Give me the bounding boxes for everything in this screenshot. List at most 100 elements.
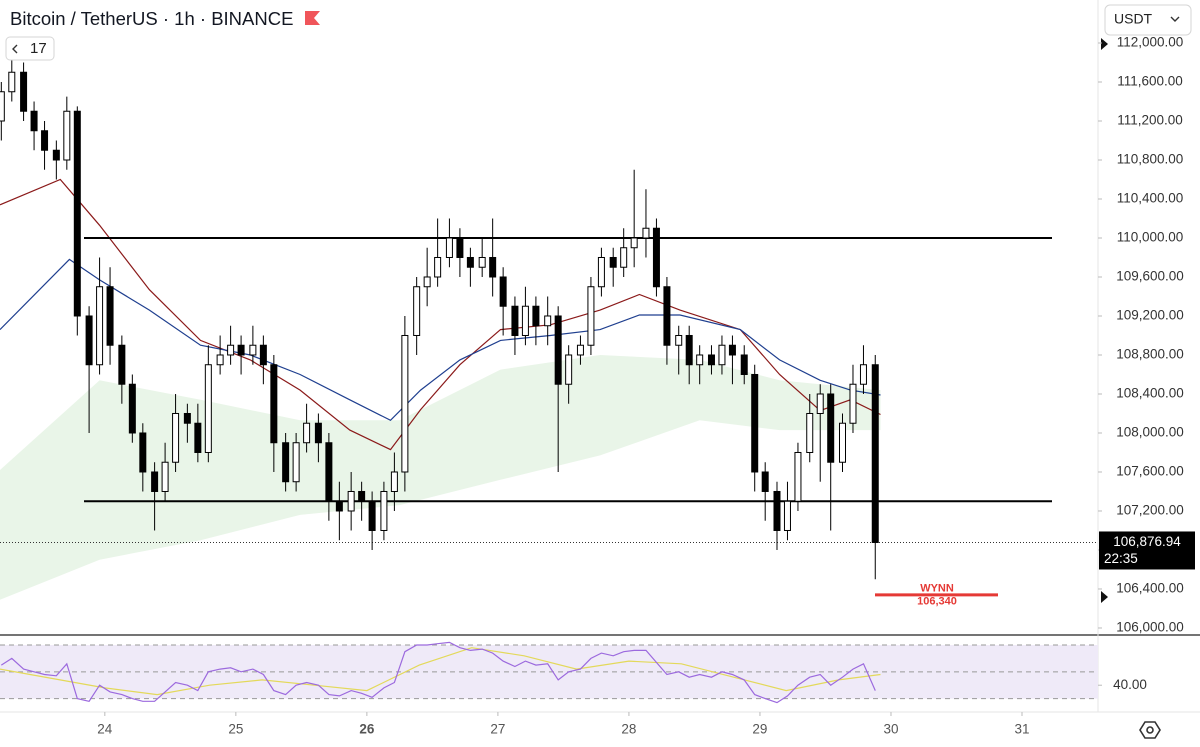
candle-body <box>696 354 704 366</box>
x-tick-label: 31 <box>1014 722 1029 737</box>
candle-body <box>292 442 300 483</box>
y-tick-label: 110,400.00 <box>1117 191 1184 206</box>
main-layer <box>0 57 1098 580</box>
candle-body <box>30 110 38 132</box>
indicator-count: 17 <box>30 40 47 57</box>
symbol-title: Bitcoin / TetherUS · 1h · BINANCE <box>10 8 293 29</box>
candle-body <box>544 315 552 327</box>
rsi-tick-label: 40.00 <box>1113 677 1147 692</box>
candle-body <box>73 110 81 317</box>
candle-body <box>675 334 683 346</box>
x-tick-label: 29 <box>752 722 767 737</box>
candle-body <box>642 227 650 239</box>
candle-body <box>368 500 376 531</box>
candle-body <box>259 344 267 366</box>
candle-body <box>270 364 278 444</box>
x-tick-label: 26 <box>359 722 375 737</box>
candle-body <box>816 393 824 414</box>
rsi-line <box>0 641 876 704</box>
candle-body <box>347 490 355 512</box>
candle-body <box>707 354 715 366</box>
candle-body <box>8 71 16 93</box>
candle-body <box>630 237 638 249</box>
y-tick-label: 110,000.00 <box>1117 230 1184 245</box>
candle-body <box>445 237 453 258</box>
y-tick-label: 107,200.00 <box>1116 503 1184 518</box>
candle-body <box>413 286 421 336</box>
candle-body <box>466 256 474 268</box>
band-layer <box>0 355 881 600</box>
last-price-box <box>1099 531 1195 570</box>
candle-body <box>489 256 497 278</box>
indicator-badge[interactable]: 17 <box>5 36 55 61</box>
candle-body <box>761 471 769 492</box>
candle-body <box>106 286 114 346</box>
candle-body <box>663 286 671 346</box>
candle-body <box>314 422 322 444</box>
candle-body <box>521 305 529 336</box>
candle-body <box>794 451 802 502</box>
candle-body <box>161 461 169 492</box>
candle-body <box>806 412 814 453</box>
settings-button[interactable] <box>1139 721 1161 739</box>
y-tick-label: 109,200.00 <box>1116 308 1184 323</box>
candle-body <box>849 383 857 424</box>
y-tick-label: 112,000.00 <box>1117 35 1184 50</box>
candle-body <box>511 305 519 336</box>
candle-body <box>652 227 660 288</box>
candle-body <box>478 256 486 268</box>
candle-body <box>63 110 71 161</box>
candle-body <box>390 471 398 492</box>
candle-body <box>249 344 257 356</box>
candle-body <box>740 354 748 375</box>
y-tick-label: 106,000.00 <box>1116 620 1184 635</box>
candle-body <box>96 286 104 366</box>
candle-body <box>172 412 180 463</box>
x-tick-label: 28 <box>621 722 636 737</box>
candle-body <box>118 344 126 385</box>
candle-body <box>128 383 136 434</box>
candle-body <box>751 373 759 473</box>
candle-body <box>335 500 343 512</box>
candle-body <box>685 334 693 366</box>
candle-body <box>216 354 224 366</box>
y-tick-label: 108,000.00 <box>1116 425 1184 440</box>
candle-body <box>532 305 540 327</box>
flag-icon[interactable] <box>305 11 320 25</box>
candle-body <box>609 256 617 268</box>
candle-body <box>838 422 846 463</box>
candle-body <box>303 422 311 444</box>
candle-body <box>401 334 409 473</box>
candle-body <box>183 412 191 424</box>
candle-body <box>620 247 628 268</box>
y-tick-label: 108,400.00 <box>1116 386 1184 401</box>
candle-body <box>718 344 726 366</box>
candle-body <box>151 471 159 492</box>
currency-button[interactable]: USDT <box>1104 4 1192 36</box>
candle-body <box>827 393 835 463</box>
candle-body <box>237 344 245 356</box>
candle-body <box>554 315 562 385</box>
x-tick-label: 30 <box>883 722 898 737</box>
target-value: 106,340 <box>917 596 957 608</box>
cloud-band <box>0 355 881 600</box>
axis-marker <box>1101 38 1108 50</box>
candle-body <box>499 276 507 307</box>
y-tick-label: 111,600.00 <box>1117 74 1183 89</box>
currency-label: USDT <box>1114 11 1153 27</box>
candle-body <box>783 500 791 531</box>
candle-body <box>204 364 212 453</box>
candle-body <box>773 490 781 531</box>
candle-body <box>325 442 333 502</box>
candle-body <box>194 422 202 453</box>
y-tick-label: 107,600.00 <box>1116 464 1184 479</box>
candle-body <box>565 354 573 385</box>
candle-body <box>85 315 93 366</box>
candle-body <box>871 364 879 543</box>
candle-body <box>41 130 49 151</box>
y-tick-label: 110,800.00 <box>1117 152 1184 167</box>
candle-body <box>587 286 595 346</box>
candle-body <box>358 490 366 502</box>
